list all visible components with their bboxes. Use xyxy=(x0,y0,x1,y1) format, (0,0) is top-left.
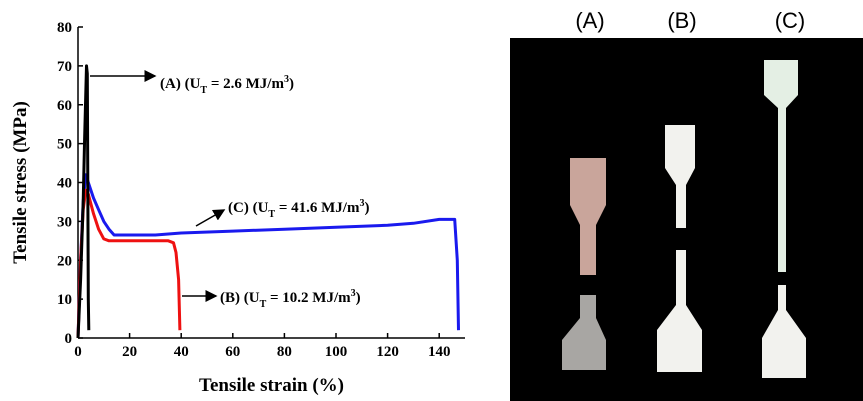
x-tick-label: 100 xyxy=(325,344,348,360)
annotation-part: = 41.6 MJ/m xyxy=(275,200,360,216)
y-tick-label: 70 xyxy=(57,59,72,75)
photo-label: (A) xyxy=(575,8,604,33)
annotation-part: (A) (U xyxy=(160,76,201,92)
y-tick-label: 0 xyxy=(65,331,73,347)
annotation-arrow xyxy=(196,210,224,226)
annotation: (C) (UT = 41.6 MJ/m3) xyxy=(228,198,369,220)
annotation-part: ) xyxy=(289,76,294,92)
y-tick-label: 30 xyxy=(57,214,72,230)
x-tick-label: 120 xyxy=(376,344,399,360)
y-tick-label: 20 xyxy=(57,253,72,269)
annotation-part: = 10.2 MJ/m xyxy=(266,290,351,306)
photo-label: (C) xyxy=(775,8,806,33)
chart: 0 10 20 30 40 50 60 70 80 0 20 40 60 80 100 120 140 Tensi… xyxy=(10,20,465,396)
x-tick-label: 80 xyxy=(277,344,292,360)
x-tick-label: 60 xyxy=(225,344,240,360)
y-axis-label: Tensile stress (MPa) xyxy=(10,101,31,264)
y-tick-label: 50 xyxy=(57,137,72,153)
x-axis-label: Tensile strain (%) xyxy=(199,375,344,396)
x-tick-label: 140 xyxy=(428,344,451,360)
annotation-part: (B) (U xyxy=(220,290,260,306)
series-line xyxy=(78,66,89,338)
y-tick-label: 80 xyxy=(57,20,72,36)
x-tick-label: 20 xyxy=(122,344,137,360)
y-tick-label: 60 xyxy=(57,98,72,114)
y-tick-label: 10 xyxy=(57,292,72,308)
annotation-part: ) xyxy=(356,290,361,306)
annotation-part: ) xyxy=(364,200,369,216)
annotation: (B) (UT = 10.2 MJ/m3) xyxy=(220,288,361,310)
annotation-part: (C) (U xyxy=(228,200,269,216)
x-tick-label: 40 xyxy=(174,344,189,360)
annotation: (A) (UT = 2.6 MJ/m3) xyxy=(160,74,294,96)
x-tick-label: 0 xyxy=(74,344,82,360)
figure: 0 10 20 30 40 50 60 70 80 0 20 40 60 80 100 120 140 Tensi… xyxy=(0,0,863,401)
y-tick-label: 40 xyxy=(57,176,72,192)
photo-label: (B) xyxy=(667,8,696,33)
annotation-part: = 2.6 MJ/m xyxy=(207,76,284,92)
series-line xyxy=(78,190,180,338)
